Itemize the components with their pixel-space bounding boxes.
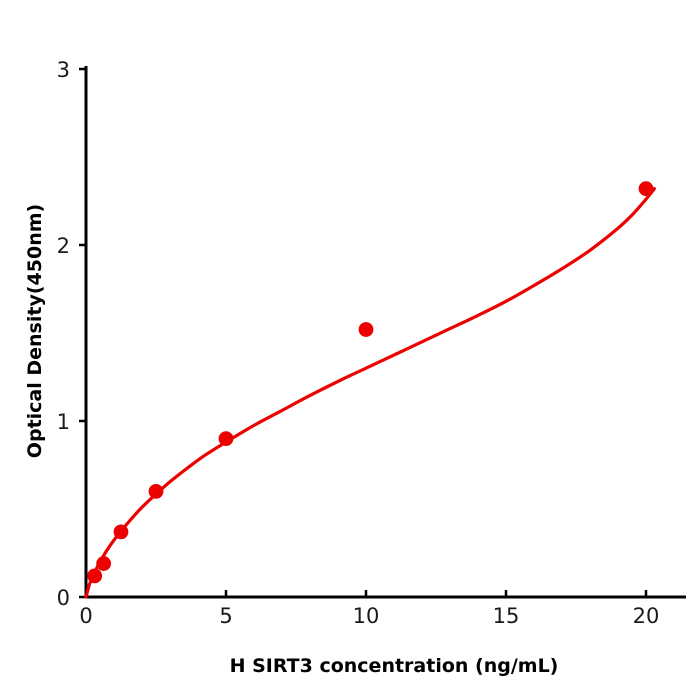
x-tick-label: 20 (633, 604, 660, 628)
data-point (113, 524, 129, 540)
data-point (218, 431, 234, 446)
y-tick-label: 2 (57, 234, 70, 258)
x-axis-title: H SIRT3 concentration (ng/mL) (230, 655, 559, 677)
data-point-markers (87, 181, 654, 584)
x-tick-label: 15 (493, 604, 520, 628)
y-axis-title: Optical Density(450nm) (24, 204, 46, 458)
data-point (96, 556, 112, 571)
y-tick-label: 0 (57, 586, 70, 610)
x-tick-label: 5 (219, 604, 232, 628)
y-tick-label: 1 (57, 410, 70, 434)
y-axis-ticks: 0 1 2 3 (57, 58, 86, 610)
data-point (638, 181, 654, 197)
x-tick-label: 0 (79, 604, 92, 628)
x-tick-label: 10 (353, 604, 380, 628)
data-point (358, 322, 374, 337)
data-point (87, 568, 103, 584)
x-axis-ticks: 0 5 10 15 20 (79, 590, 659, 628)
data-point (148, 484, 164, 499)
y-tick-label: 3 (57, 58, 70, 82)
